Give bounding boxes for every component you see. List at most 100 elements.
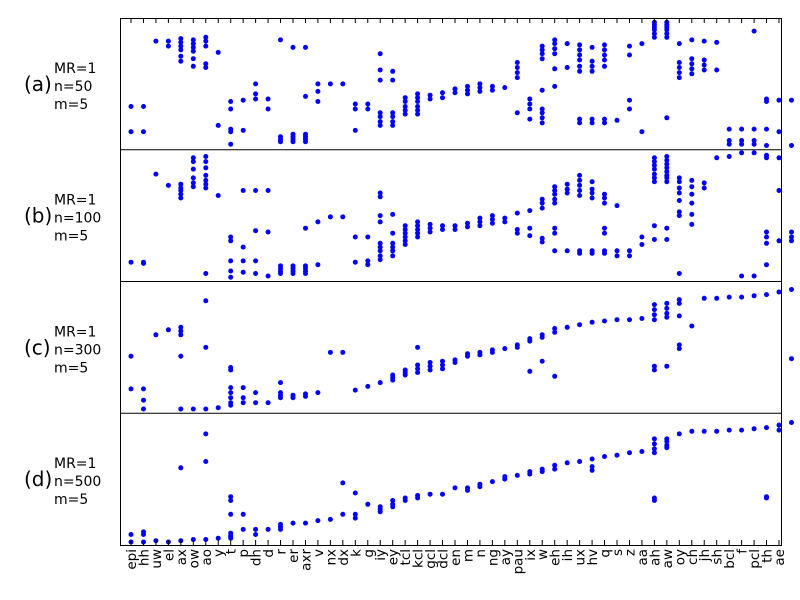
data-point-aw [664, 314, 670, 320]
data-point-th [764, 155, 769, 161]
data-point-m [465, 91, 470, 97]
data-point-ix [527, 368, 533, 374]
data-point-ao [203, 38, 209, 44]
data-point-ax [178, 465, 184, 471]
x-tick-label: jh [697, 549, 713, 562]
data-point-ow [190, 175, 196, 181]
data-point-ay [502, 215, 508, 221]
data-point-dcl [440, 358, 445, 364]
x-tick-label: z [623, 549, 639, 556]
data-point-ey [390, 119, 396, 125]
data-point-tcl [402, 95, 408, 101]
data-point-ah [651, 27, 657, 33]
data-point-ch [689, 211, 695, 217]
data-point-ay [502, 85, 508, 91]
data-point-er [290, 395, 296, 401]
data-point-ih [564, 324, 570, 330]
data-point-q [602, 195, 607, 201]
data-point-q [602, 225, 607, 231]
x-tick-label: dcl [436, 549, 452, 569]
x-tick-label: k [348, 549, 364, 557]
data-point-ax [178, 181, 184, 187]
data-point-ow [190, 63, 196, 69]
data-point-jh [701, 57, 707, 63]
data-point-eh [552, 462, 558, 468]
data-point-n [477, 88, 483, 94]
data-point-hv [589, 319, 595, 325]
data-point-f [739, 273, 745, 279]
data-point-nx [327, 214, 333, 220]
data-point-v [315, 88, 321, 94]
data-point-oy [676, 297, 682, 303]
data-point-aw [664, 31, 670, 37]
data-point-ah [651, 179, 657, 185]
data-point-dx [340, 81, 346, 87]
data-point-tcl [402, 372, 408, 378]
data-point-z [627, 317, 632, 323]
data-point-t [228, 494, 234, 500]
data-point-t [228, 106, 234, 112]
data-point-y [215, 193, 221, 198]
data-point-ey [390, 68, 396, 74]
data-point-f [739, 150, 745, 156]
data-point-ao [203, 431, 209, 437]
data-point-ch [689, 191, 695, 197]
data-point-t [228, 385, 234, 391]
data-point-ae [776, 422, 782, 428]
data-point-jh [701, 38, 707, 44]
data-point-q [602, 52, 607, 58]
data-point-tcl [402, 107, 408, 113]
data-point-s [614, 203, 620, 209]
panel-param: n=50 [54, 79, 92, 95]
data-point-iy [377, 51, 383, 57]
data-point-bcl [726, 154, 732, 159]
data-point-gcl [427, 491, 433, 497]
data-point-ch [689, 323, 695, 329]
data-point-ng [489, 479, 495, 485]
data-point-eh [552, 225, 558, 231]
data-point-ax [178, 36, 184, 42]
data-point-m [465, 224, 470, 230]
data-point-p [240, 400, 246, 406]
x-tick-label: p [236, 549, 252, 558]
data-point-dh [253, 526, 259, 532]
data-point-epi [128, 104, 134, 109]
data-point-w [539, 235, 545, 241]
data-point-w [539, 334, 545, 340]
data-point-hv [589, 467, 595, 473]
data-point-dcl [440, 90, 445, 96]
data-point-ae [776, 289, 782, 295]
data-point-r [278, 139, 283, 145]
data-point-dcl [440, 95, 445, 101]
data-point-bcl [726, 141, 732, 147]
data-point-pcl [751, 28, 757, 34]
data-point-t [228, 498, 234, 503]
data-point-k [352, 511, 358, 517]
data-point-eh [552, 196, 558, 202]
x-tick-label: hv [585, 549, 601, 566]
plot-frame [120, 18, 782, 546]
data-point-dh [253, 400, 259, 406]
data-point-uw [153, 38, 159, 44]
data-point-hv [589, 58, 595, 64]
data-point-q [602, 57, 607, 63]
data-point-p [240, 127, 246, 133]
panel-tag: (c) [24, 335, 51, 359]
data-point-tcl [402, 104, 408, 109]
data-point-d [265, 188, 271, 193]
data-point-ey [390, 240, 396, 246]
panel-tag: (b) [24, 204, 52, 228]
data-point-ix [527, 233, 533, 239]
data-point-pcl [751, 293, 757, 299]
data-point-ao [203, 172, 209, 178]
data-point-aw [664, 165, 670, 171]
data-point-g [365, 258, 371, 264]
panel-param: MR=1 [54, 456, 96, 472]
x-tick-label: el [161, 549, 177, 561]
data-point-pau [514, 344, 520, 350]
data-point-ng [489, 87, 495, 93]
x-tick-label: nx [323, 549, 339, 566]
data-point-jh [701, 428, 707, 434]
x-tick-label: tcl [398, 549, 414, 565]
panel-param: MR=1 [54, 61, 96, 77]
